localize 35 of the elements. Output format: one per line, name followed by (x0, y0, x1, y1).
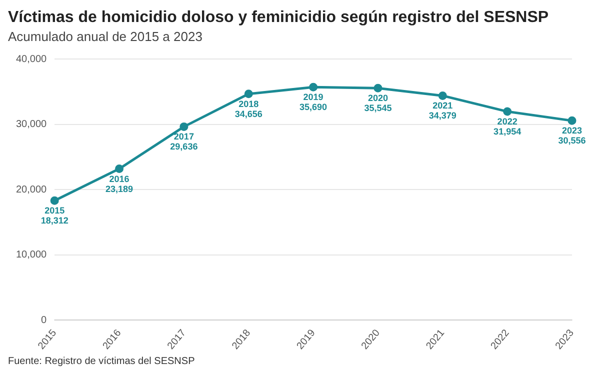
y-tick-label: 40,000 (16, 54, 48, 65)
data-label: 34,379 (428, 110, 456, 121)
source-note: Fuente: Registro de víctimas del SESNSP (8, 355, 196, 369)
point (503, 107, 512, 116)
point (309, 82, 318, 92)
category-label: 2016 (109, 174, 130, 184)
point (568, 116, 576, 125)
data-label: 29,636 (170, 142, 198, 152)
point (115, 164, 124, 174)
data-label: 35,545 (364, 103, 392, 114)
point (438, 91, 447, 100)
y-tick-label: 30,000 (16, 119, 48, 130)
data-label: 18,312 (40, 216, 68, 226)
category-label: 2019 (303, 92, 324, 102)
category-label: 2020 (368, 93, 388, 104)
point (180, 122, 188, 131)
chart-title: Víctimas de homicidio doloso y feminicidio según registro del SESNSP (8, 8, 550, 28)
point (374, 84, 382, 92)
category-label: 2017 (174, 132, 194, 142)
category-label: 2022 (497, 116, 518, 127)
y-tick-label: 20,000 (16, 184, 48, 196)
data-label: 34,656 (234, 108, 262, 119)
data-label: 23,189 (105, 184, 134, 194)
category-label: 2015 (44, 206, 65, 216)
y-tick-label: 10,000 (16, 250, 48, 261)
category-label: 2023 (562, 126, 582, 136)
point (50, 196, 59, 205)
data-label: 30,556 (558, 136, 586, 146)
data-label: 31,954 (494, 126, 522, 137)
point (244, 90, 253, 98)
chart-subtitle: Acumulado anual de 2015 a 2023 (8, 28, 204, 45)
data-label: 35,690 (300, 102, 328, 112)
category-label: 2018 (238, 98, 259, 109)
category-label: 2021 (432, 100, 453, 111)
y-tick-label: 0 (41, 314, 48, 326)
